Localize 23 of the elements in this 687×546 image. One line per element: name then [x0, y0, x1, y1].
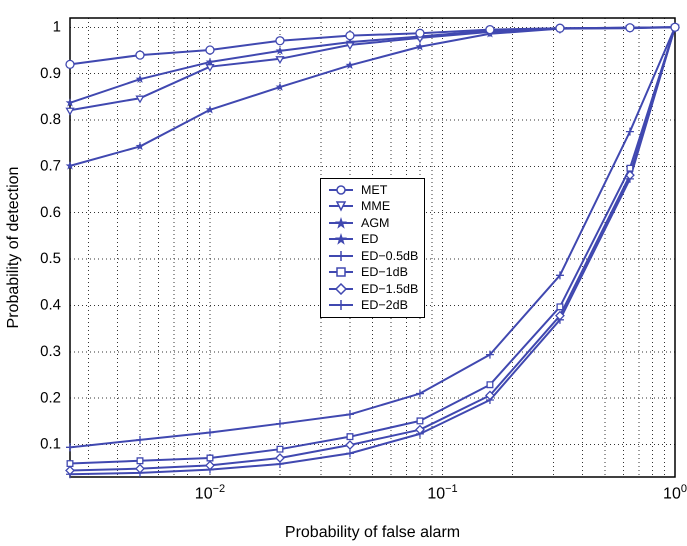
legend-label: ED−2dB	[361, 298, 408, 312]
legend-label: MET	[361, 182, 388, 197]
y-tick-label: 0.4	[40, 296, 61, 314]
x-axis-title: Probability of false alarm	[284, 524, 460, 541]
y-tick-label: 0.8	[40, 111, 61, 128]
x-tick-label: 10$^{−2}$	[194, 483, 226, 504]
y-tick-label: 0.7	[40, 158, 61, 175]
legend-label: ED−0.5dB	[361, 248, 418, 263]
legend-label: AGM	[361, 216, 390, 230]
y-tick-label: 0.2	[40, 389, 61, 406]
x-tick-label: 10$^{0}$	[663, 483, 687, 504]
y-tick-label: 1	[52, 18, 61, 36]
y-tick-label: 0.3	[40, 342, 61, 360]
y-axis-title: Probability of detection	[5, 166, 22, 328]
legend-label: ED−1dB	[361, 265, 408, 280]
y-tick-label: 0.6	[40, 204, 61, 221]
legend-label: MME	[361, 199, 390, 214]
legend-label: ED−1.5dB	[361, 282, 418, 296]
x-tick-label: 10$^{−1}$	[427, 483, 458, 504]
y-tick-label: 0.9	[40, 64, 61, 82]
y-tick-label: 0.5	[40, 250, 61, 268]
y-tick-label: 0.1	[40, 436, 61, 453]
legend-label: ED	[361, 232, 378, 246]
